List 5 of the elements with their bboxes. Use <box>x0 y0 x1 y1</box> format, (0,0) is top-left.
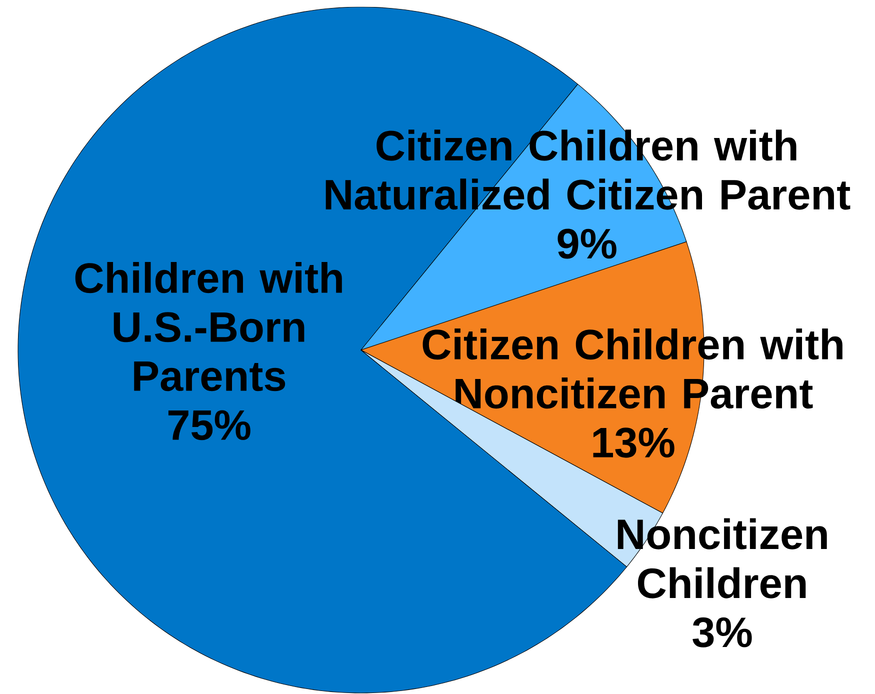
data-label: 9% <box>558 228 616 259</box>
slice-label: Children with U.S.-Born Parents <box>75 262 342 392</box>
data-label: 13% <box>593 428 674 458</box>
data-label: 75% <box>168 410 250 440</box>
data-label: 3% <box>692 617 752 648</box>
